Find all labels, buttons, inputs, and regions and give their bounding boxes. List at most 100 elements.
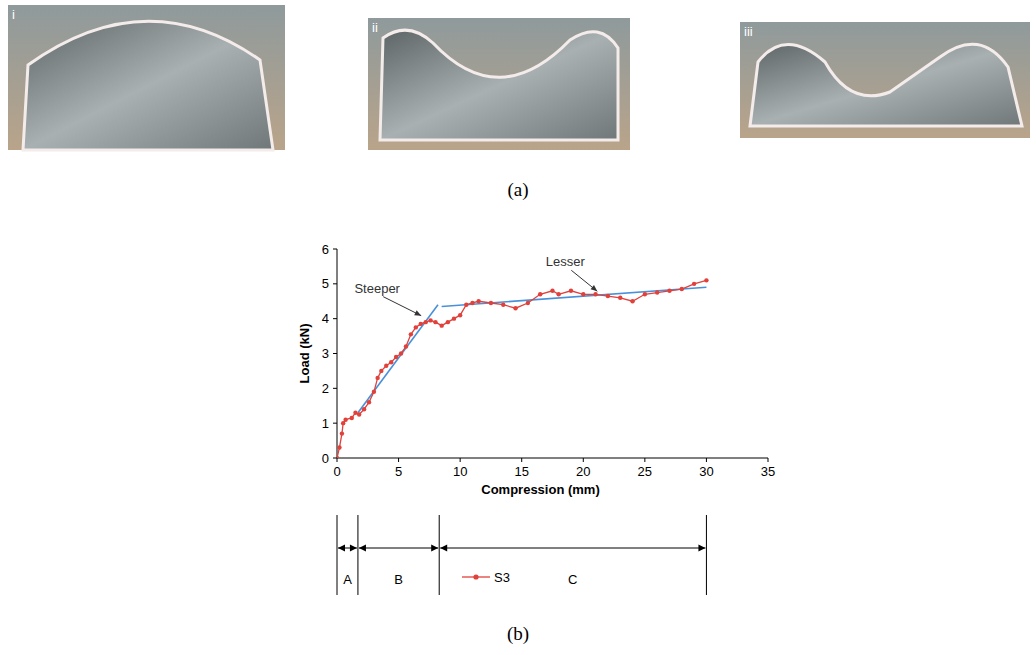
- photo-panel: i: [8, 5, 285, 150]
- x-tick: [398, 458, 399, 462]
- series-marker: [630, 299, 634, 303]
- series-marker: [446, 320, 450, 324]
- series-marker: [362, 407, 366, 411]
- x-tick-label: 5: [395, 464, 402, 479]
- annotation-label: Steeper: [354, 281, 400, 296]
- figure: iiiiii(a)012345605101520253035Compressio…: [0, 0, 1036, 655]
- y-tick-label: 4: [322, 311, 329, 326]
- series-marker: [618, 296, 622, 300]
- series-marker: [680, 287, 684, 291]
- series-marker: [389, 360, 393, 364]
- series-marker: [428, 318, 432, 322]
- photo-label: iii: [744, 24, 753, 39]
- series-marker: [581, 292, 585, 296]
- phase-label: A: [343, 572, 352, 587]
- legend-marker: [473, 574, 478, 579]
- series-marker: [667, 289, 671, 293]
- y-axis-title: Load (kN): [297, 324, 312, 384]
- phase-label: B: [394, 572, 403, 587]
- phase-arrowhead: [440, 545, 447, 552]
- x-tick-label: 20: [576, 464, 590, 479]
- annotation-label: Lesser: [546, 254, 586, 269]
- x-tick-label: 30: [699, 464, 713, 479]
- specimen-section: [750, 44, 1022, 126]
- series-marker: [655, 290, 659, 294]
- x-tick: [521, 458, 522, 462]
- x-tick-label: 35: [761, 464, 775, 479]
- series-marker: [569, 289, 573, 293]
- phase-boundary: [337, 515, 338, 595]
- photo: [8, 5, 285, 150]
- phase-boundary: [357, 515, 358, 595]
- photo-label: ii: [372, 20, 378, 35]
- y-tick: [333, 458, 337, 459]
- series-marker: [337, 445, 341, 449]
- y-tick: [333, 318, 337, 319]
- series-marker: [343, 417, 347, 421]
- x-axis-title: Compression (mm): [481, 482, 599, 497]
- phase-arrowhead: [338, 545, 345, 552]
- series-marker: [439, 323, 443, 327]
- annotation-arrow: [383, 297, 421, 316]
- series-marker: [606, 294, 610, 298]
- photo-label: i: [12, 7, 15, 22]
- caption: (a): [507, 179, 528, 201]
- legend-label: S3: [494, 570, 510, 585]
- series-line: [337, 280, 706, 458]
- phase-boundary: [706, 515, 707, 595]
- x-axis: [337, 458, 768, 459]
- photo-panel: ii: [368, 18, 630, 150]
- photo: [740, 22, 1030, 138]
- x-tick-label: 25: [638, 464, 652, 479]
- y-tick-label: 3: [322, 346, 329, 361]
- series-marker: [643, 292, 647, 296]
- y-tick-label: 6: [322, 242, 329, 257]
- legend: S3: [462, 570, 510, 585]
- series-marker: [423, 320, 427, 324]
- series-marker: [404, 344, 408, 348]
- series-marker: [704, 278, 708, 282]
- x-tick-label: 15: [514, 464, 528, 479]
- phase-span: [359, 548, 438, 549]
- photo-panel: iii: [740, 22, 1030, 138]
- series-marker: [340, 431, 344, 435]
- y-tick-label: 0: [322, 451, 329, 466]
- annotations: Steeper Lesser: [354, 254, 597, 315]
- series-marker: [501, 303, 505, 307]
- series-marker: [414, 325, 418, 329]
- y-tick: [333, 249, 337, 250]
- y-tick: [333, 283, 337, 284]
- series-marker: [384, 363, 388, 367]
- x-tick: [337, 458, 338, 462]
- series-marker: [372, 390, 376, 394]
- series-marker: [375, 376, 379, 380]
- phase-label: C: [568, 572, 577, 587]
- x-tick: [644, 458, 645, 462]
- trend-line: [358, 305, 438, 413]
- axes: 012345605101520253035Compression (mm)Loa…: [297, 242, 775, 498]
- annotation-arrow: [571, 270, 597, 291]
- series-marker: [458, 313, 462, 317]
- series-marker: [337, 456, 339, 458]
- x-tick-label: 10: [453, 464, 467, 479]
- y-tick: [333, 353, 337, 354]
- trend-line: [442, 287, 707, 306]
- series-marker: [394, 355, 398, 359]
- series-marker: [409, 332, 413, 336]
- annotation-arrowhead: [591, 285, 598, 291]
- y-tick-label: 2: [322, 381, 329, 396]
- series-marker: [692, 282, 696, 286]
- series-marker: [470, 301, 474, 305]
- series-marker: [538, 292, 542, 296]
- plot-area: [337, 278, 709, 458]
- y-tick: [333, 388, 337, 389]
- x-tick: [768, 458, 769, 462]
- series-marker: [476, 299, 480, 303]
- y-tick-label: 1: [322, 416, 329, 431]
- phase-span: [440, 548, 705, 549]
- photo: [368, 18, 630, 150]
- series-marker: [550, 289, 554, 293]
- x-tick: [460, 458, 461, 462]
- series-marker: [556, 292, 560, 296]
- phase-arrowhead: [359, 545, 366, 552]
